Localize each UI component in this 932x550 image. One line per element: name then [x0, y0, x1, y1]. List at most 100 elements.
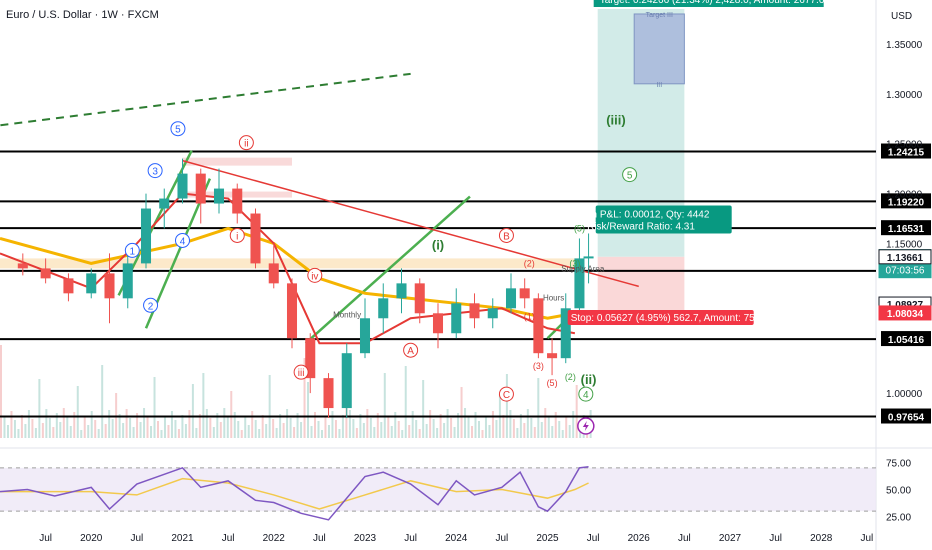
candle-body: [86, 273, 97, 294]
volume-bar: [258, 429, 261, 438]
currency-label[interactable]: USD: [891, 11, 913, 22]
volume-bar: [348, 410, 351, 438]
volume-bar: [254, 420, 257, 438]
volume-bar: [3, 416, 6, 438]
volume-bar: [436, 428, 439, 438]
volume-bar: [34, 428, 37, 438]
volume-bar: [422, 380, 425, 438]
candle-body: [359, 318, 371, 354]
price-tag-sublabel: 07:03:56: [886, 266, 925, 277]
target-box-label-bg: [593, 0, 824, 7]
candle-body: [341, 353, 352, 409]
level-tag-2: [881, 220, 931, 236]
wave-circle: [498, 386, 514, 402]
volume-bar: [150, 426, 153, 438]
volume-bar: [27, 410, 30, 438]
volume-bar: [495, 420, 498, 438]
volume-bar: [230, 391, 233, 438]
volume-bar: [362, 423, 365, 438]
volume-bar: [125, 409, 128, 438]
volume-bar: [275, 428, 278, 438]
volume-bar: [544, 408, 547, 438]
volume-bar: [530, 418, 533, 438]
volume-bar: [223, 408, 226, 438]
wave-circle: [622, 167, 638, 183]
wave-label: 4: [180, 236, 186, 247]
volume-bar: [181, 415, 184, 438]
volume-bar: [265, 424, 268, 438]
volume-bar: [457, 413, 460, 438]
volume-bar: [216, 413, 219, 438]
volume-bar: [296, 413, 299, 438]
volume-bar: [579, 429, 582, 438]
risk-reward-label: Risk/Reward Ratio: 4.31: [587, 221, 695, 232]
volume-bar: [115, 393, 118, 438]
volume-bar: [439, 414, 442, 438]
volume-bar: [488, 425, 491, 438]
level-tag-0: [881, 143, 931, 159]
target-label: Target: 0.24266 (21.34%) 2,428.0, Amount…: [600, 0, 831, 6]
candle-body: [432, 313, 444, 334]
wave-circle: [498, 227, 514, 243]
volume-bar: [320, 430, 323, 438]
volume-bar: [41, 423, 44, 438]
volume-bar: [55, 413, 58, 438]
volume-bar: [69, 426, 72, 438]
wave-label: (iii): [606, 113, 626, 128]
target-iii-box: [633, 13, 685, 85]
volume-bar: [219, 422, 222, 438]
x-tick-label: 2026: [628, 533, 651, 544]
volume-bar: [387, 417, 390, 438]
volume-bar: [519, 414, 522, 438]
volume-bar: [310, 426, 313, 438]
volume-bar: [443, 423, 446, 438]
volume-bar: [286, 409, 289, 438]
x-tick-label: Jul: [404, 533, 417, 544]
volume-bar: [561, 430, 564, 438]
wave-label: 2: [148, 301, 154, 312]
volume-bar: [547, 417, 550, 438]
volume-bar: [132, 427, 135, 438]
volume-bar: [450, 418, 453, 438]
ma-red-line: [0, 192, 576, 345]
candle-body: [487, 308, 498, 319]
wave-circle: [147, 163, 163, 179]
volume-bar: [481, 430, 484, 438]
volume-bar: [195, 428, 198, 438]
volume-bar: [247, 425, 250, 438]
volume-bar: [80, 430, 83, 438]
wave-label: (3): [533, 361, 544, 371]
candle-body: [213, 188, 225, 204]
volume-bar: [293, 427, 296, 438]
volume-bar: [17, 429, 20, 438]
volume-bar: [160, 430, 163, 438]
wave-circle: [229, 227, 245, 243]
volume-bar: [502, 415, 505, 438]
volume-bar: [94, 420, 97, 438]
volume-bar: [202, 373, 205, 438]
volume-bar: [146, 417, 149, 438]
wave-label: 1: [130, 246, 136, 257]
volume-bar: [341, 415, 344, 438]
volume-bar: [59, 422, 62, 438]
volume-bar: [198, 414, 201, 438]
volume-bar: [537, 378, 540, 438]
volume-bar: [153, 377, 156, 438]
open-pnl-label: Open P&L: 0.00012, Qty: 4442: [573, 209, 710, 220]
rsi-tick-label: 50.00: [886, 486, 911, 497]
candle-body: [177, 173, 188, 199]
wave-label: (2): [565, 372, 576, 382]
candle-body: [451, 303, 462, 334]
volume-bar: [261, 415, 264, 438]
x-tick-label: Jul: [495, 533, 508, 544]
volume-bar: [397, 421, 400, 438]
candle-body: [547, 353, 558, 359]
volume-bar: [376, 413, 379, 438]
volume-bar: [38, 379, 41, 438]
volume-bar: [66, 417, 69, 438]
volume-bar: [314, 412, 317, 438]
volume-bar: [237, 421, 240, 438]
wave-label: (5): [574, 223, 585, 233]
wave-circle: [403, 342, 419, 358]
